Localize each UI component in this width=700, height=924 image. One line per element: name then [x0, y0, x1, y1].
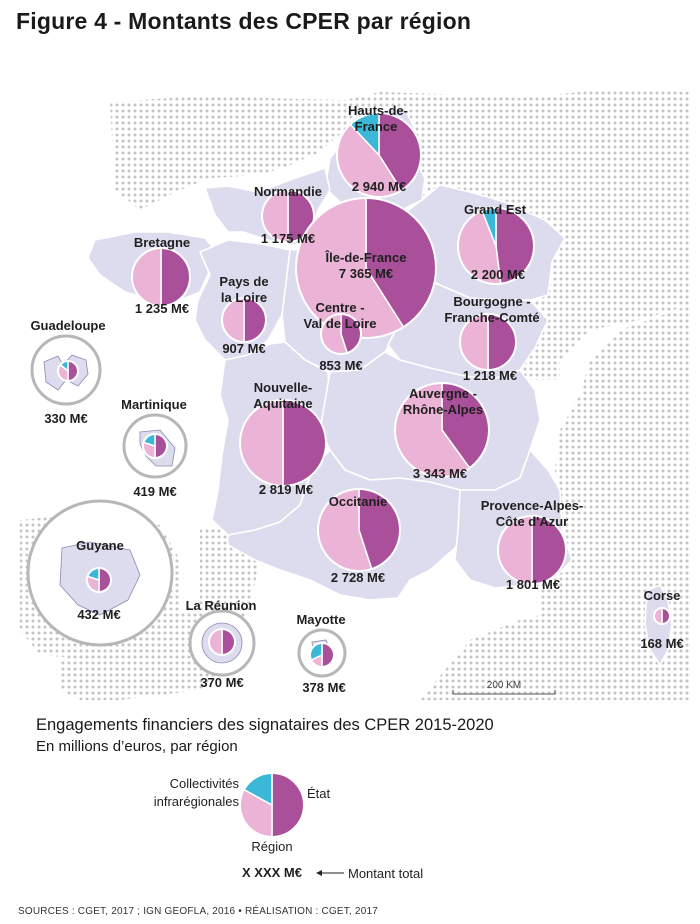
pie-pays-de-la-loire [221, 297, 267, 343]
label-ile-de-france: Île-de-France [325, 250, 407, 265]
label-hauts-de-france-2: France [355, 119, 398, 134]
sources: SOURCES : CGET, 2017 ; IGN GEOFLA, 2016 … [18, 906, 378, 917]
pie-grand-est [457, 207, 535, 285]
pie-mayotte [309, 642, 335, 668]
pie-outline-ile-de-france [295, 197, 437, 339]
legend-pie [239, 772, 305, 838]
pie-corse [653, 607, 671, 625]
label-nouvelle-aquitaine-1: Nouvelle- [254, 380, 313, 395]
legend-total-sample: X XXX M€ [242, 865, 302, 880]
legend-total-label: Montant total [348, 866, 423, 881]
pie-martinique [142, 433, 168, 459]
pie-outline-normandie [261, 189, 315, 243]
value-ile-de-france: 7 365 M€ [339, 266, 393, 281]
label-centre-2: Val de Loire [304, 316, 377, 331]
label-guadeloupe: Guadeloupe [30, 318, 105, 333]
legend-etat: État [307, 786, 331, 801]
pie-slice-legend-etat [271, 772, 305, 838]
legend-collectivites-2: infrarégionales [154, 794, 240, 809]
figure-title: Figure 4 - Montants des CPER par région [16, 8, 472, 34]
value-normandie: 1 175 M€ [261, 231, 315, 246]
label-centre-1: Centre - [315, 300, 364, 315]
region-pies [57, 112, 671, 668]
label-martinique: Martinique [121, 397, 187, 412]
pie-outline-nouvelle-aquitaine [239, 399, 327, 487]
label-bourgogne-1: Bourgogne - [453, 294, 530, 309]
pie-outline-bretagne [131, 247, 191, 307]
label-pays-de-la-loire-2: la Loire [221, 290, 267, 305]
label-auvergne-1: Auvergne - [409, 386, 477, 401]
label-corse: Corse [644, 588, 681, 603]
value-bourgogne: 1 218 M€ [463, 368, 517, 383]
scale-label: 200 KM [487, 680, 521, 691]
pie-guyane [86, 567, 112, 593]
legend-region: Région [251, 839, 292, 854]
value-guadeloupe: 330 M€ [44, 411, 87, 426]
pie-la-reunion [208, 628, 236, 656]
value-auvergne: 3 343 M€ [413, 466, 467, 481]
label-hauts-de-france-1: Hauts-de- [348, 103, 408, 118]
pie-outline-hauts-de-france [336, 112, 422, 198]
label-grand-est: Grand Est [464, 202, 527, 217]
pie-provence-alpes-cote-dazur [497, 515, 567, 585]
legend: Collectivités infrarégionales État Régio… [154, 772, 423, 881]
region-shape-corse [644, 584, 673, 666]
pie-outline-legend [239, 772, 305, 838]
label-paca-1: Provence-Alpes- [481, 498, 584, 513]
region-labels: Hauts-de- France 2 940 M€ Normandie 1 17… [30, 103, 683, 695]
value-hauts-de-france: 2 940 M€ [352, 179, 406, 194]
value-bretagne: 1 235 M€ [135, 301, 189, 316]
pie-outline-pays-de-la-loire [221, 297, 267, 343]
pie-outline-la-reunion [208, 628, 236, 656]
label-nouvelle-aquitaine-2: Aquitaine [253, 396, 312, 411]
value-guyane: 432 M€ [77, 607, 120, 622]
label-bourgogne-2: Franche-Comté [444, 310, 539, 325]
pie-bretagne [131, 247, 191, 307]
pie-outline-auvergne-rhone-alpes [394, 382, 490, 478]
value-corse: 168 M€ [640, 636, 683, 651]
label-pays-de-la-loire-1: Pays de [219, 274, 268, 289]
value-paca: 1 801 M€ [506, 577, 560, 592]
pie-outline-martinique [142, 433, 168, 459]
label-paca-2: Côte d'Azur [496, 514, 568, 529]
pie-guadeloupe [57, 360, 79, 382]
pie-outline-centre-val-de-loire [320, 313, 362, 355]
pie-centre-val-de-loire [320, 313, 362, 355]
label-mayotte: Mayotte [296, 612, 345, 627]
value-centre: 853 M€ [319, 358, 362, 373]
value-occitanie: 2 728 M€ [331, 570, 385, 585]
cper-map: Hauts-de- France 2 940 M€ Normandie 1 17… [20, 90, 690, 881]
pie-outline-bourgogne-franche-comte [459, 313, 517, 371]
label-la-reunion: La Réunion [186, 598, 257, 613]
scale-bar: 200 KM [452, 680, 556, 695]
pie-outline-guadeloupe [57, 360, 79, 382]
value-pays-de-la-loire: 907 M€ [222, 341, 265, 356]
pie-outline-corse [653, 607, 671, 625]
value-mayotte: 378 M€ [302, 680, 345, 695]
value-nouvelle-aquitaine: 2 819 M€ [259, 482, 313, 497]
value-la-reunion: 370 M€ [200, 675, 243, 690]
pie-nouvelle-aquitaine [239, 399, 327, 487]
pie-outline-grand-est [457, 207, 535, 285]
value-grand-est: 2 200 M€ [471, 267, 525, 282]
label-guyane: Guyane [76, 538, 124, 553]
pie-ile-de-france [295, 197, 437, 339]
pie-occitanie [317, 488, 401, 572]
value-martinique: 419 M€ [133, 484, 176, 499]
pie-outline-mayotte [309, 642, 335, 668]
label-occitanie: Occitanie [329, 494, 388, 509]
pie-hauts-de-france [336, 112, 422, 198]
pie-outline-guyane [86, 567, 112, 593]
legend-collectivites-1: Collectivités [170, 776, 240, 791]
pie-auvergne-rhone-alpes [394, 382, 490, 478]
label-bretagne: Bretagne [134, 235, 190, 250]
label-normandie: Normandie [254, 184, 322, 199]
legend-subtitle: En millions d’euros, par région [36, 738, 238, 755]
pie-outline-provence-alpes-cote-dazur [497, 515, 567, 585]
pie-bourgogne-franche-comte [459, 313, 517, 371]
pie-outline-occitanie [317, 488, 401, 572]
label-auvergne-2: Rhône-Alpes [403, 402, 483, 417]
legend-title: Engagements financiers des signataires d… [36, 716, 494, 734]
